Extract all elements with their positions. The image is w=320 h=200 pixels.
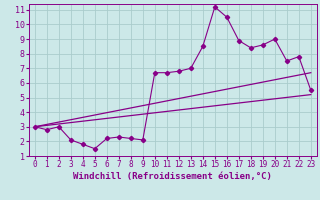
X-axis label: Windchill (Refroidissement éolien,°C): Windchill (Refroidissement éolien,°C) <box>73 172 272 181</box>
